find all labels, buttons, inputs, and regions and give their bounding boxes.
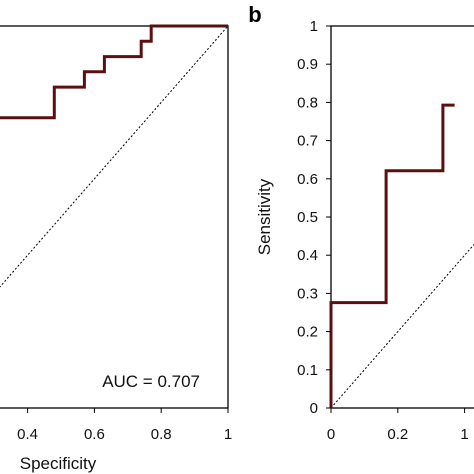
plot-frame [0, 25, 229, 409]
y-tick-label: 0.2 [297, 324, 318, 341]
x-tick-label: 0.4 [17, 426, 38, 443]
reference-diagonal [0, 25, 229, 288]
y-tick-label: 0.1 [297, 362, 318, 379]
panel-letter: b [248, 2, 261, 27]
panel-b-roc-chart: 0 0.2 1 0 0.1 0.2 0.3 0.4 0.5 0.6 0.7 0.8 0.9 1 Sensit… [248, 2, 474, 443]
y-tick-label: 0 [310, 400, 318, 417]
y-tick-label: 0.9 [297, 56, 318, 73]
auc-annotation: AUC = 0.707 [102, 372, 200, 391]
x-tick-label: 0.2 [387, 426, 408, 443]
x-axis-label: Specificity [20, 454, 97, 473]
y-tick-label: 1 [310, 18, 318, 35]
roc-curve [0, 24, 228, 120]
roc-curve [329, 103, 455, 408]
y-tick-label: 0.6 [297, 171, 318, 188]
x-tick-label: 0.8 [151, 426, 172, 443]
x-tick-label: 1 [460, 426, 468, 443]
x-tick-label: 0 [327, 426, 335, 443]
y-tick-label: 0.4 [297, 247, 318, 264]
reference-diagonal [330, 243, 474, 409]
x-tick-label: 1 [224, 426, 232, 443]
y-axis-label: Sensitivity [255, 178, 274, 255]
y-tick-label: 0.7 [297, 133, 318, 150]
y-tick-label: 0.5 [297, 209, 318, 226]
y-tick-label: 0.3 [297, 285, 318, 302]
x-tick-label: 0.6 [84, 426, 105, 443]
plot-frame [330, 25, 474, 409]
y-tick-label: 0.8 [297, 94, 318, 111]
